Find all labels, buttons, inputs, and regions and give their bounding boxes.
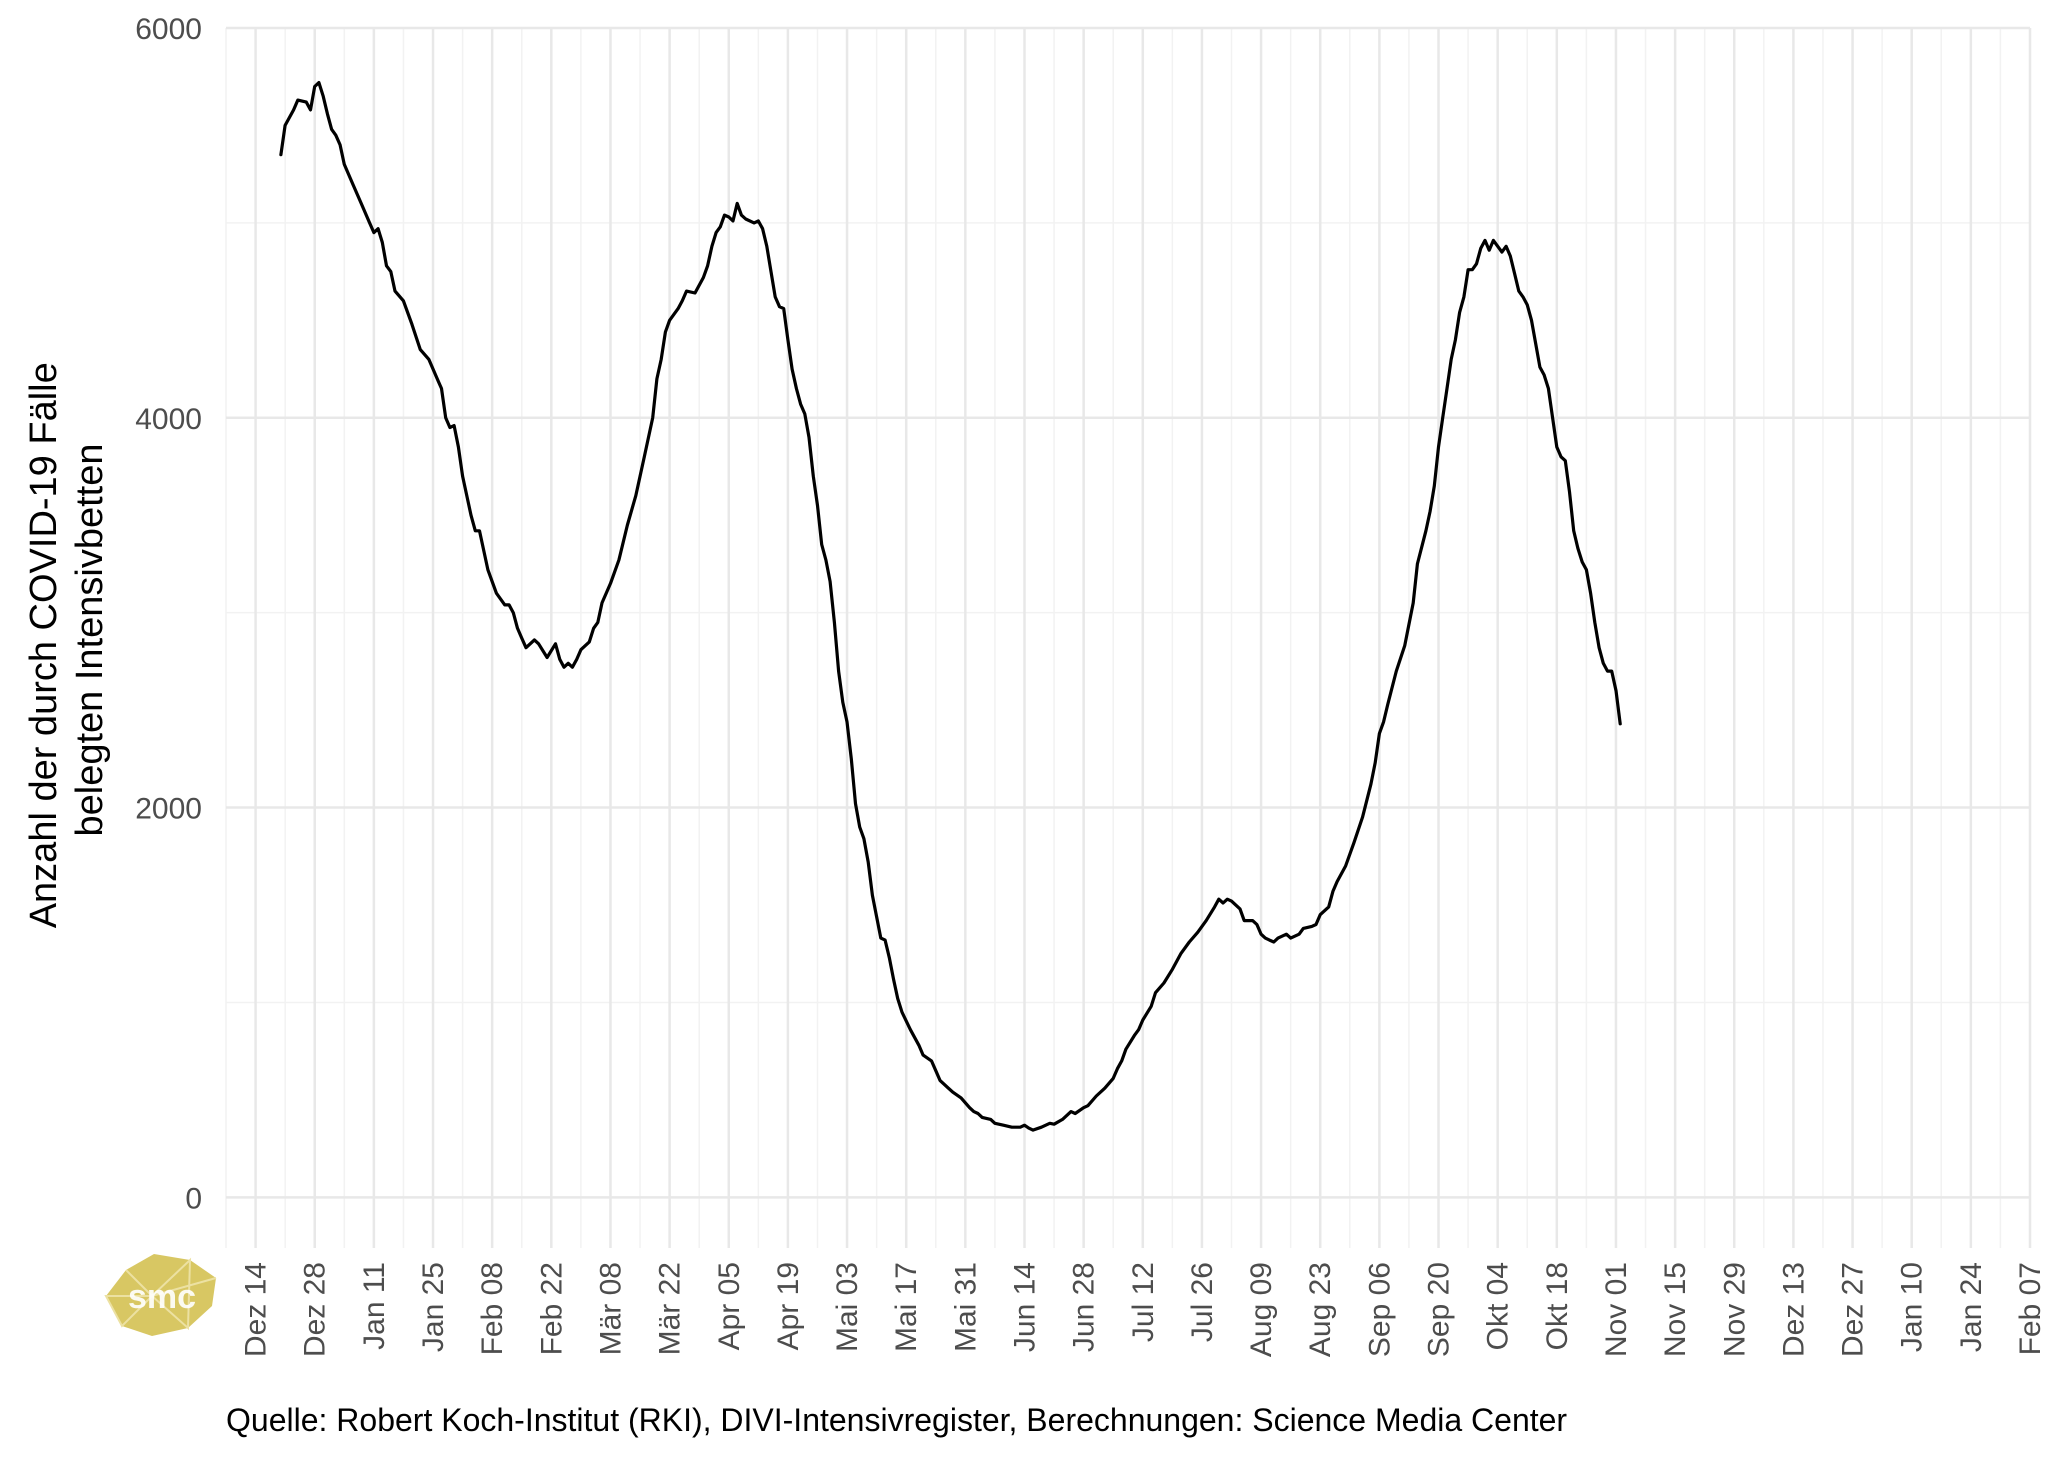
x-tick-label: Sep 06 (1363, 1262, 1396, 1357)
x-grid-minor (225, 28, 2002, 1248)
x-tick-label: Feb 22 (535, 1262, 568, 1355)
y-axis-label-line-2: belegten Intensivbetten (69, 444, 111, 837)
x-tick-label: Jan 25 (417, 1262, 450, 1352)
x-tick-label: Apr 05 (713, 1262, 746, 1350)
y-axis-label: Anzahl der durch COVID-19 Fälle belegten… (23, 352, 111, 929)
x-tick-label: Mai 17 (890, 1262, 923, 1352)
y-tick-label: 0 (185, 1182, 202, 1215)
y-tick-label: 4000 (135, 403, 202, 436)
x-tick-label: Jun 28 (1068, 1262, 1101, 1352)
smc-logo: smc (100, 1248, 224, 1345)
x-tick-label: Nov 15 (1659, 1262, 1692, 1357)
x-tick-label: Jan 10 (1896, 1262, 1929, 1352)
x-tick-label: Mär 22 (654, 1262, 687, 1355)
x-tick-label: Aug 23 (1304, 1262, 1337, 1357)
y-axis-label-line-1: Anzahl der durch COVID-19 Fälle (23, 362, 65, 928)
x-tick-label: Sep 20 (1423, 1262, 1456, 1357)
x-tick-label: Okt 04 (1482, 1262, 1515, 1350)
x-tick-label: Mai 03 (831, 1262, 864, 1352)
y-grid-minor (226, 222, 2030, 1004)
x-tick-label: Feb 07 (2014, 1262, 2047, 1355)
series-line (279, 81, 1622, 1132)
x-tick-label: Jun 14 (1008, 1262, 1041, 1352)
x-tick-label: Jul 12 (1127, 1262, 1160, 1342)
x-tick-label: Jan 11 (358, 1262, 391, 1350)
x-tick-label: Dez 28 (299, 1262, 332, 1357)
x-tick-label: Jul 26 (1186, 1262, 1219, 1342)
x-tick-label: Feb 08 (476, 1262, 509, 1355)
x-tick-label: Dez 13 (1777, 1262, 1810, 1357)
x-tick-label: Aug 09 (1245, 1262, 1278, 1357)
x-tick-label: Mai 31 (949, 1262, 982, 1352)
x-tick-label: Nov 01 (1600, 1262, 1633, 1357)
smc-logo-facets (104, 1257, 217, 1331)
y-grid-major (226, 26, 2030, 1199)
smc-logo-mark: smc (104, 1254, 217, 1336)
x-tick-label: Jan 24 (1955, 1262, 1988, 1352)
x-tick-label: Apr 19 (772, 1262, 805, 1350)
source-caption: Quelle: Robert Koch-Institut (RKI), DIVI… (226, 1402, 1568, 1438)
x-tick-label: Nov 29 (1718, 1262, 1751, 1357)
x-tick-label: Dez 27 (1837, 1262, 1870, 1357)
y-tick-label: 6000 (135, 13, 202, 46)
x-tick-label: Okt 18 (1541, 1262, 1574, 1350)
x-grid-major (254, 28, 2032, 1248)
x-tick-label: Mär 08 (594, 1262, 627, 1355)
x-tick-labels: Dez 14 Dez 28 Jan 11 Jan 25 Feb 08 Feb 22 Mär … (240, 1262, 2047, 1357)
y-tick-label: 2000 (135, 793, 202, 826)
smc-logo-text: smc (128, 1278, 196, 1316)
y-tick-labels: 0 2000 4000 6000 (135, 13, 202, 1215)
x-tick-label: Dez 14 (240, 1262, 273, 1357)
